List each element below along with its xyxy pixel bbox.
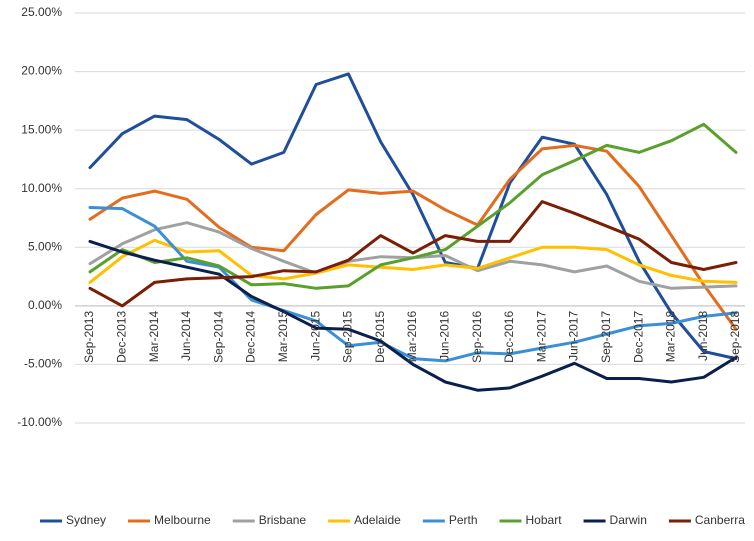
x-tick-label: Dec-2013: [114, 311, 128, 363]
legend-label: Sydney: [66, 513, 106, 527]
legend-label: Canberra: [695, 513, 745, 527]
y-tick-label: 10.00%: [21, 181, 62, 195]
x-tick-label: Jun-2018: [696, 311, 710, 361]
x-tick-label: Sep-2014: [211, 311, 225, 363]
axis-labels: -10.00% -5.00% 0.00% 5.00% 10.00% 15.00% 20.00…: [17, 5, 742, 429]
legend-label: Melbourne: [154, 513, 211, 527]
x-tick-label: Jun-2016: [437, 311, 451, 361]
y-tick-label: 20.00%: [21, 64, 62, 78]
y-tick-label: -10.00%: [17, 415, 62, 429]
legend: Sydney Melbourne Brisbane Adelaide Perth Hoba…: [40, 513, 745, 527]
x-tick-label: Dec-2017: [631, 311, 645, 363]
y-tick-label: 5.00%: [28, 239, 62, 253]
x-tick-label: Sep-2013: [82, 311, 96, 363]
series-line: [88, 239, 738, 392]
x-tick-label: Dec-2015: [373, 311, 387, 363]
y-tick-label: 25.00%: [21, 5, 62, 19]
legend-label: Adelaide: [354, 513, 401, 527]
x-tick-label: Jun-2014: [179, 311, 193, 361]
series-line: [88, 238, 738, 284]
y-tick-label: 0.00%: [28, 298, 62, 312]
x-tick-label: Mar-2014: [147, 311, 161, 363]
x-tick-label: Jun-2017: [567, 311, 581, 361]
series-line: [88, 200, 738, 308]
series-line: [88, 206, 738, 363]
x-tick-label: Dec-2016: [502, 311, 516, 363]
legend-label: Brisbane: [259, 513, 307, 527]
series-line: [88, 122, 738, 290]
y-tick-label: 15.00%: [21, 122, 62, 136]
x-tick-label: Sep-2016: [470, 311, 484, 363]
series-line: [88, 72, 738, 361]
legend-label: Darwin: [610, 513, 647, 527]
series-line: [88, 143, 738, 331]
plot-lines: [88, 72, 738, 392]
legend-label: Perth: [449, 513, 478, 527]
y-tick-label: -5.00%: [24, 357, 62, 371]
x-tick-label: Jun-2015: [308, 311, 322, 361]
x-tick-label: Sep-2017: [599, 311, 613, 363]
x-tick-label: Sep-2018: [728, 311, 742, 363]
legend-label: Hobart: [526, 513, 563, 527]
x-tick-label: Mar-2015: [276, 311, 290, 363]
x-tick-label: Dec-2014: [244, 311, 258, 363]
x-tick-label: Mar-2018: [664, 311, 678, 363]
x-tick-label: Sep-2015: [341, 311, 355, 363]
x-tick-label: Mar-2017: [534, 311, 548, 363]
x-tick-label: Mar-2016: [405, 311, 419, 363]
